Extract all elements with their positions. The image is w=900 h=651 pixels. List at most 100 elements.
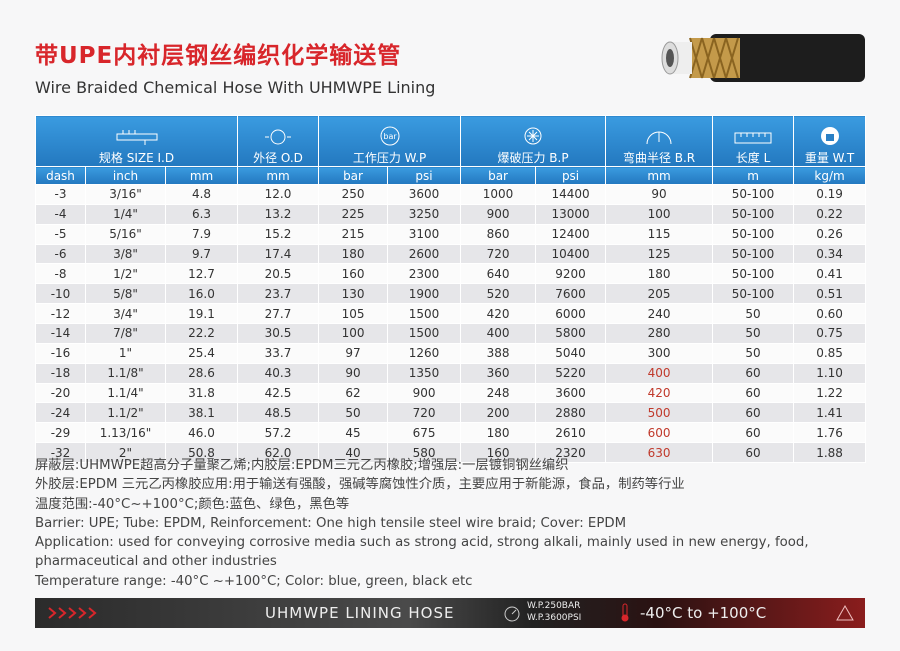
table-cell: 2880 bbox=[535, 402, 607, 424]
table-cell: 40.3 bbox=[237, 362, 320, 384]
column-header: mm bbox=[605, 166, 714, 185]
table-cell: 640 bbox=[460, 263, 537, 285]
column-header: mm bbox=[237, 166, 320, 185]
table-cell: 7/8" bbox=[85, 323, 166, 344]
table-cell: 1" bbox=[85, 342, 166, 364]
table-cell: 1500 bbox=[387, 323, 462, 344]
title: 带UPE内衬层钢丝编织化学输送管 bbox=[35, 43, 402, 69]
table-cell: 105 bbox=[318, 303, 389, 325]
table-cell: -8 bbox=[35, 263, 86, 285]
table-cell: 205 bbox=[605, 283, 714, 305]
table-cell: 0.51 bbox=[793, 283, 867, 305]
table-cell: 1.88 bbox=[793, 442, 867, 464]
table-cell: 17.4 bbox=[237, 243, 320, 265]
table-row: -6 3/8" 9.7 17.4 180 2600 720 10400 125 50-100 0.3… bbox=[35, 243, 867, 265]
table-cell: 250 bbox=[318, 184, 389, 205]
group-label: 爆破压力 B.P bbox=[497, 151, 569, 165]
column-header: kg/m bbox=[793, 166, 867, 185]
table-cell: 19.1 bbox=[164, 303, 239, 325]
table-cell: 5220 bbox=[535, 362, 607, 384]
table-cell: 50-100 bbox=[712, 203, 795, 225]
table-cell: 30.5 bbox=[237, 323, 320, 344]
table-cell: 720 bbox=[460, 243, 537, 265]
table-cell: 5800 bbox=[535, 323, 607, 344]
table-cell: 1.1/8" bbox=[85, 362, 166, 384]
table-cell: 38.1 bbox=[164, 402, 239, 424]
table-cell: 9200 bbox=[535, 263, 607, 285]
table-cell: -20 bbox=[35, 382, 86, 404]
table-cell: 62.0 bbox=[237, 442, 320, 464]
table-cell: 62 bbox=[318, 382, 389, 404]
table-cell: 248 bbox=[460, 382, 537, 404]
table-cell: 400 bbox=[460, 323, 537, 344]
table-cell: 1.13/16" bbox=[85, 422, 166, 444]
note-line: 屏蔽层:UHMWPE超高分子量聚乙烯;内胶层:EPDM三元乙丙橡胶;增强层:一层… bbox=[35, 458, 569, 473]
table-cell: 3/8" bbox=[85, 243, 166, 265]
table-cell: 60 bbox=[712, 442, 795, 464]
table-cell: 12400 bbox=[535, 223, 607, 245]
table-cell: 50 bbox=[712, 303, 795, 325]
table-cell: 0.26 bbox=[793, 223, 867, 245]
table-cell: 500 bbox=[605, 402, 714, 424]
table-cell: 1.1/2" bbox=[85, 402, 166, 424]
table-cell: 1260 bbox=[387, 342, 462, 364]
table-row: -29 1.13/16" 46.0 57.2 45 675 180 2610 600 60 1.76 bbox=[35, 422, 867, 444]
table-cell: 675 bbox=[387, 422, 462, 444]
table-cell: 25.4 bbox=[164, 342, 239, 364]
table-cell: 7600 bbox=[535, 283, 607, 305]
table-cell: 33.7 bbox=[237, 342, 320, 364]
table-cell: 300 bbox=[605, 342, 714, 364]
table-cell: 13.2 bbox=[237, 203, 320, 225]
table-cell: 50 bbox=[712, 342, 795, 364]
table-cell: 3250 bbox=[387, 203, 462, 225]
table-cell: 280 bbox=[605, 323, 714, 344]
table-cell: 90 bbox=[318, 362, 389, 384]
table-cell: 180 bbox=[460, 422, 537, 444]
hose-image bbox=[661, 34, 865, 82]
table-row: -10 5/8" 16.0 23.7 130 1900 520 7600 205 50-100 0.… bbox=[35, 283, 867, 305]
table-cell: 100 bbox=[605, 203, 714, 225]
group-header: 重量 W.T bbox=[793, 115, 867, 167]
subtitle: Wire Braided Chemical Hose With UHMWPE L… bbox=[35, 78, 436, 97]
table-cell: 31.8 bbox=[164, 382, 239, 404]
note-line: Barrier: UPE; Tube: EPDM, Reinforcement:… bbox=[35, 515, 627, 531]
table-row: -14 7/8" 22.2 30.5 100 1500 400 5800 280 50 0.75 bbox=[35, 323, 867, 344]
table-cell: 180 bbox=[605, 263, 714, 285]
table-cell: -24 bbox=[35, 402, 86, 424]
table-cell: 3600 bbox=[535, 382, 607, 404]
table-cell: 60 bbox=[712, 402, 795, 424]
group-header: 外径 O.D bbox=[237, 115, 320, 167]
table-cell: 50-100 bbox=[712, 283, 795, 305]
table-cell: 1.76 bbox=[793, 422, 867, 444]
note-line: 外胶层:EPDM 三元乙丙橡胶应用:用于输送有强酸，强碱等腐蚀性介质，主要应用于… bbox=[35, 477, 685, 493]
table-cell: 27.7 bbox=[237, 303, 320, 325]
table-cell: 45 bbox=[318, 422, 389, 444]
column-header: inch bbox=[85, 166, 166, 185]
group-label: 外径 O.D bbox=[253, 151, 303, 165]
table-cell: 360 bbox=[460, 362, 537, 384]
table-cell: -10 bbox=[35, 283, 86, 305]
table-cell: 1.1/4" bbox=[85, 382, 166, 404]
table-cell: 28.6 bbox=[164, 362, 239, 384]
table-cell: 1000 bbox=[460, 184, 537, 205]
table-cell: 50-100 bbox=[712, 243, 795, 265]
table-cell: 40 bbox=[318, 442, 389, 464]
table-cell: 400 bbox=[605, 362, 714, 384]
table-cell: 57.2 bbox=[237, 422, 320, 444]
table-cell: 2300 bbox=[387, 263, 462, 285]
group-header: 弯曲半径 B.R bbox=[605, 115, 714, 167]
table-cell: 60 bbox=[712, 422, 795, 444]
notes: 屏蔽层:UHMWPE超高分子量聚乙烯;内胶层:EPDM三元乙丙橡胶;增强层:一层… bbox=[35, 456, 880, 591]
table-cell: 0.34 bbox=[793, 243, 867, 265]
table-cell: 100 bbox=[318, 323, 389, 344]
table-cell: 0.60 bbox=[793, 303, 867, 325]
table-cell: 14400 bbox=[535, 184, 607, 205]
table-cell: 3100 bbox=[387, 223, 462, 245]
table-cell: 48.5 bbox=[237, 402, 320, 424]
table-cell: -18 bbox=[35, 362, 86, 384]
footer-banner: UHMWPE LINING HOSE W.P.250BAR W.P.3600PS… bbox=[35, 598, 865, 628]
table-row: -5 5/16" 7.9 15.2 215 3100 860 12400 115 50-100 0.… bbox=[35, 223, 867, 245]
footer-wp-bar: W.P.250BAR bbox=[527, 601, 581, 611]
table-row: -12 3/4" 19.1 27.7 105 1500 420 6000 240 50 0.60 bbox=[35, 303, 867, 325]
